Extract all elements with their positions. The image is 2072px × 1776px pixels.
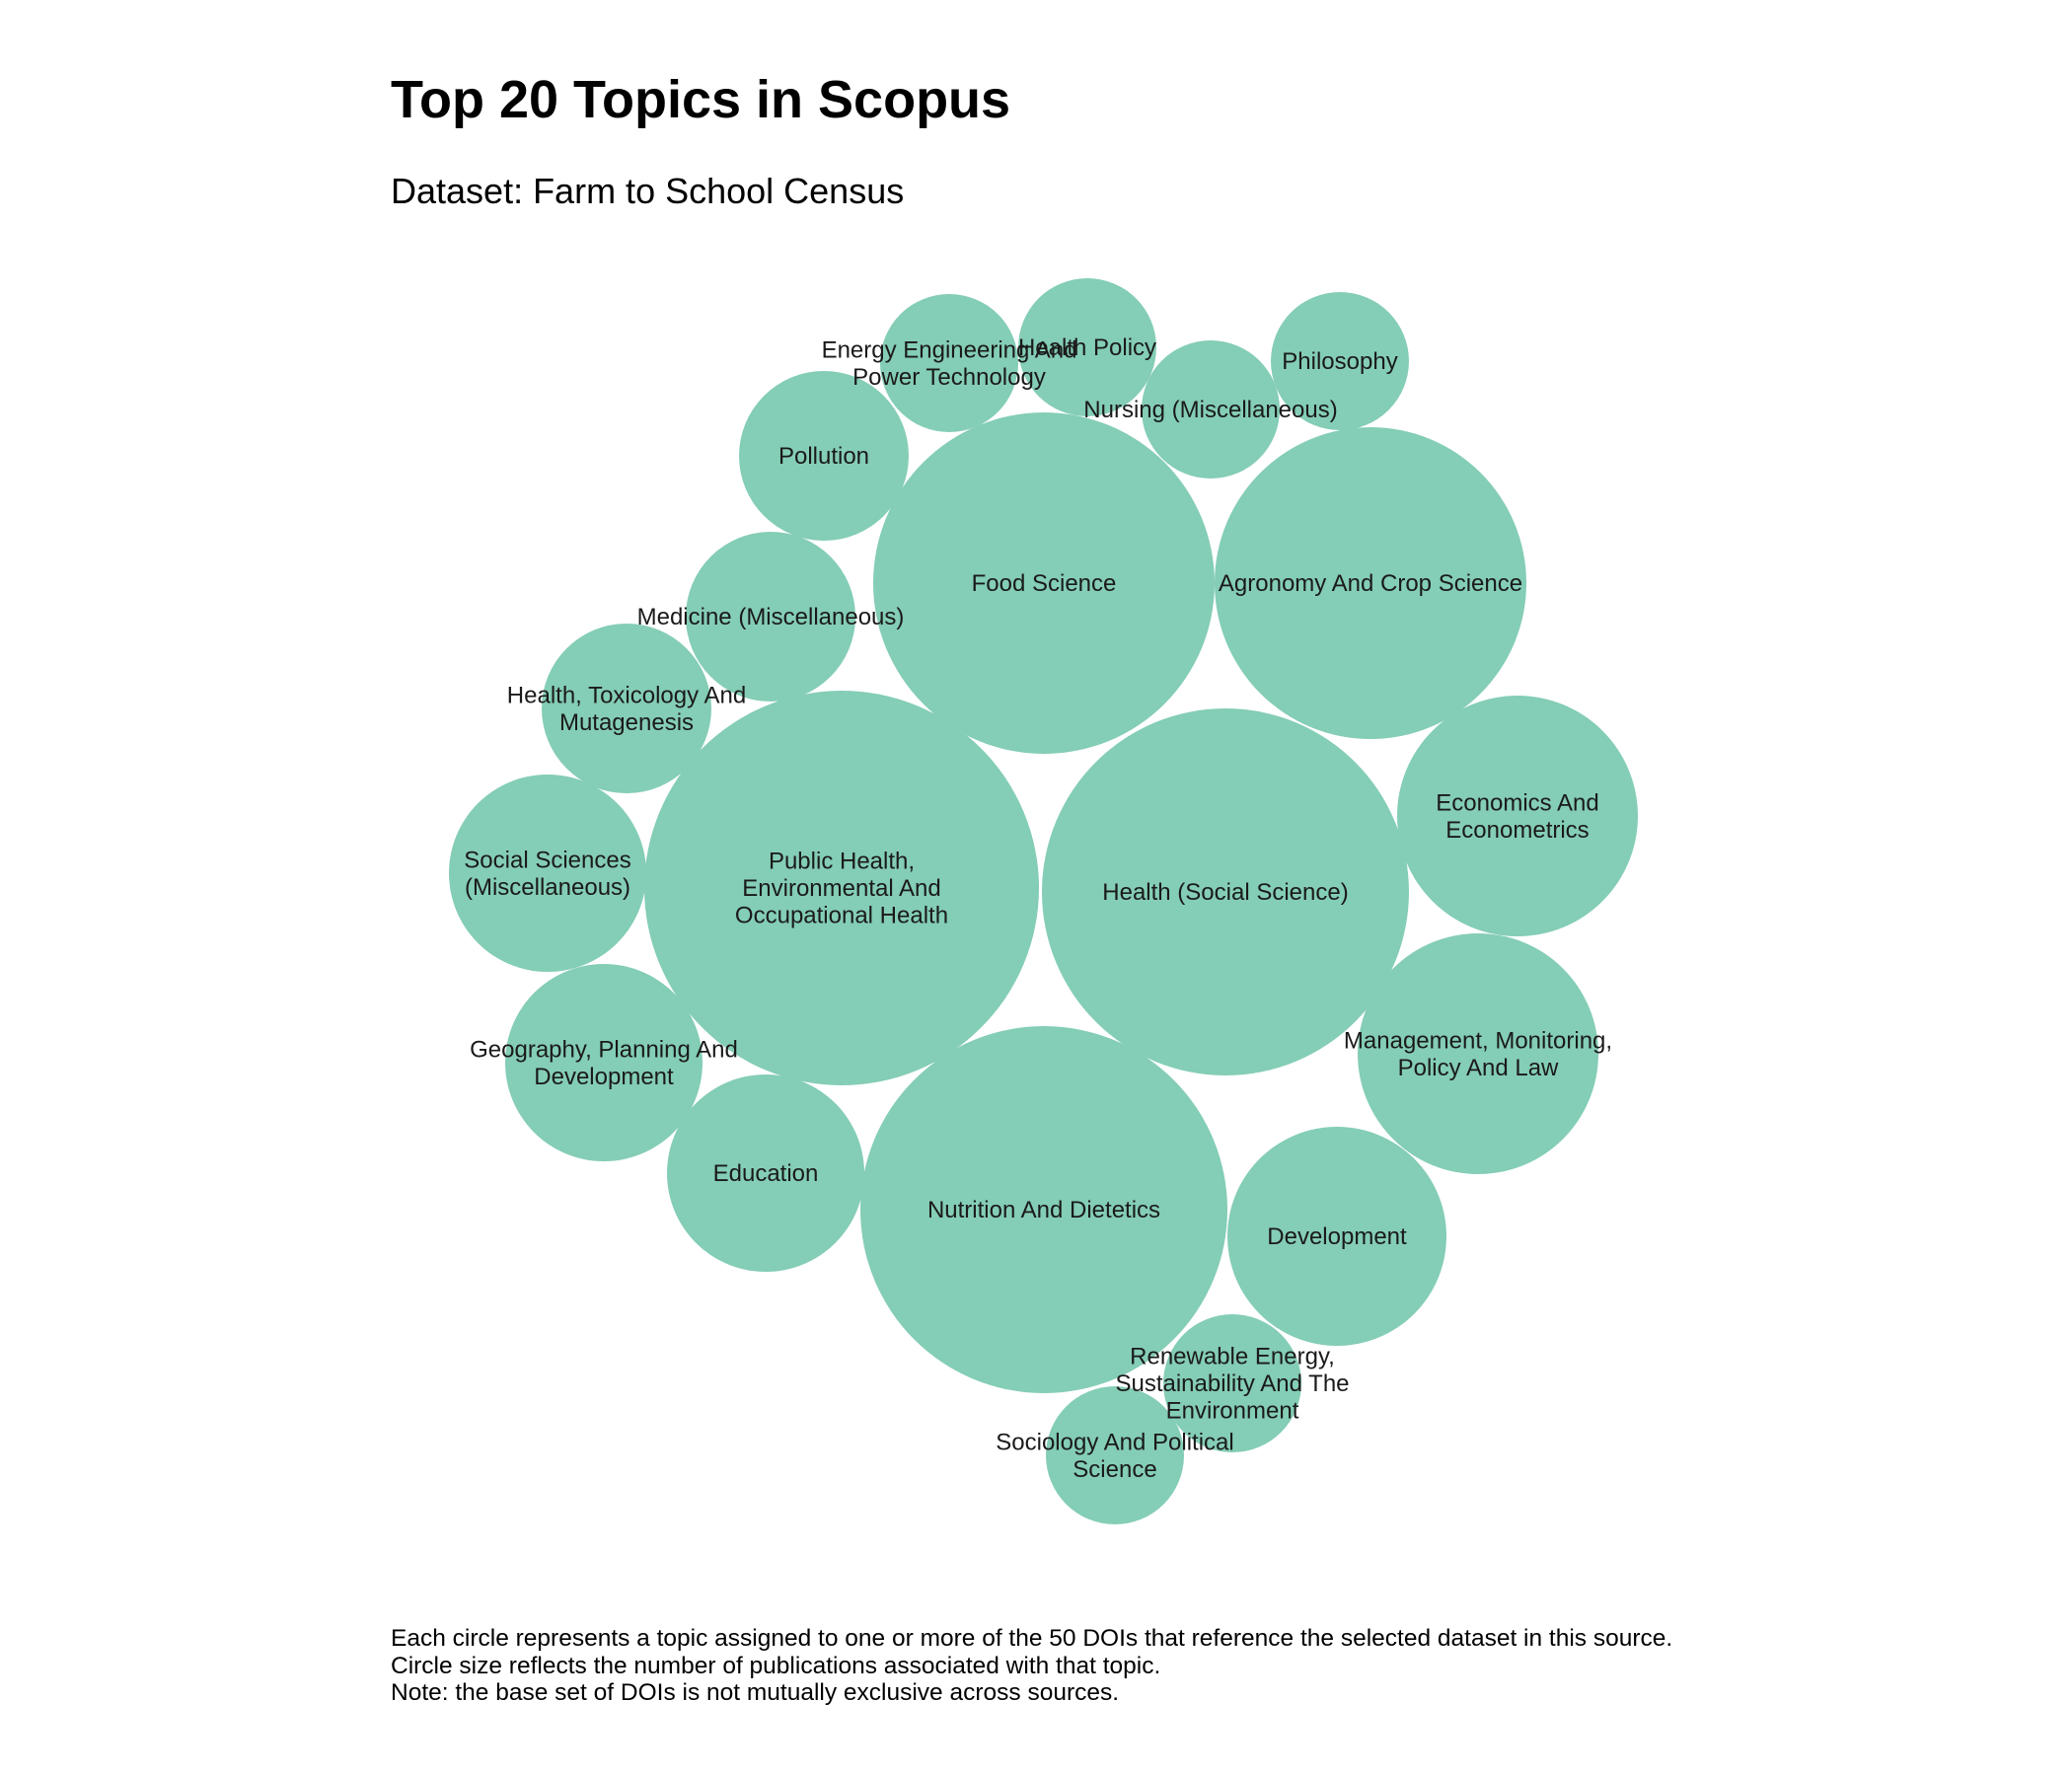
bubble-label-medicine-miscellaneous: Medicine (Miscellaneous) — [637, 604, 905, 630]
caption-line-3: Note: the base set of DOIs is not mutual… — [391, 1679, 1120, 1706]
bubble-label-economics-and-econometrics: Economics And Econometrics — [1436, 789, 1598, 844]
bubble-social-sciences-miscellaneous — [449, 775, 646, 972]
bubble-health-toxicology-and-mutagenesis — [542, 624, 711, 793]
bubble-labels: Health (Social Science) Public Health, Env… — [464, 334, 1612, 1483]
bubble-nursing-miscellaneous — [1142, 340, 1280, 479]
bubble-public-health-environmental-and-occupational-health — [644, 691, 1039, 1085]
bubble-agronomy-and-crop-science — [1215, 427, 1526, 739]
bubble-label-education: Education — [713, 1160, 819, 1187]
bubble-label-public-health-environmental-and-occupational-health: Public Health, Environmental And Occupatio… — [735, 849, 948, 929]
bubble-food-science — [873, 412, 1215, 754]
bubble-management-monitoring-policy-and-law — [1358, 933, 1598, 1174]
bubble-label-energy-engineering-and-power-technology: Energy Engineering And Power Technology — [822, 336, 1077, 391]
bubble-development — [1227, 1127, 1446, 1346]
bubble-label-agronomy-and-crop-science: Agronomy And Crop Science — [1219, 570, 1522, 597]
bubble-label-philosophy: Philosophy — [1282, 348, 1397, 375]
bubble-label-nursing-miscellaneous: Nursing (Miscellaneous) — [1083, 397, 1337, 423]
chart-subtitle: Dataset: Farm to School Census — [391, 171, 905, 211]
bubble-label-nutrition-and-dietetics: Nutrition And Dietetics — [927, 1197, 1160, 1223]
bubble-renewable-energy-sustainability-and-the-environment — [1163, 1314, 1301, 1452]
bubbles — [449, 278, 1638, 1524]
bubble-label-food-science: Food Science — [972, 570, 1117, 597]
bubble-philosophy — [1271, 292, 1409, 430]
bubble-label-health-social-science: Health (Social Science) — [1102, 879, 1348, 906]
bubble-label-health-toxicology-and-mutagenesis: Health, Toxicology And Mutagenesis — [507, 682, 746, 736]
bubble-label-geography-planning-and-development: Geography, Planning And Development — [470, 1036, 738, 1090]
bubble-health-policy — [1018, 278, 1156, 416]
bubble-label-management-monitoring-policy-and-law: Management, Monitoring, Policy And Law — [1344, 1027, 1612, 1081]
chart-caption: Each circle represents a topic assigned … — [391, 1625, 1672, 1707]
chart-title: Top 20 Topics in Scopus — [391, 70, 1011, 129]
bubble-label-development: Development — [1267, 1223, 1407, 1250]
caption-line-2: Circle size reflects the number of publi… — [391, 1652, 1161, 1679]
bubble-label-renewable-energy-sustainability-and-the-environment: Renewable Energy, Sustainability And The E… — [1115, 1344, 1349, 1425]
bubble-education — [667, 1074, 864, 1272]
bubble-nutrition-and-dietetics — [860, 1026, 1227, 1393]
bubble-health-social-science — [1042, 708, 1409, 1075]
bubble-sociology-and-political-science — [1046, 1386, 1184, 1524]
caption-line-1: Each circle represents a topic assigned … — [391, 1625, 1673, 1652]
bubble-label-pollution: Pollution — [778, 443, 869, 470]
bubble-label-sociology-and-political-science: Sociology And Political Science — [996, 1429, 1233, 1483]
bubble-label-social-sciences-miscellaneous: Social Sciences (Miscellaneous) — [464, 847, 630, 901]
bubble-label-health-policy: Health Policy — [1018, 334, 1156, 361]
bubble-medicine-miscellaneous — [686, 532, 855, 702]
bubble-pollution — [739, 371, 909, 541]
bubble-energy-engineering-and-power-technology — [880, 294, 1018, 432]
bubble-economics-and-econometrics — [1397, 696, 1638, 936]
bubble-geography-planning-and-development — [505, 964, 703, 1161]
